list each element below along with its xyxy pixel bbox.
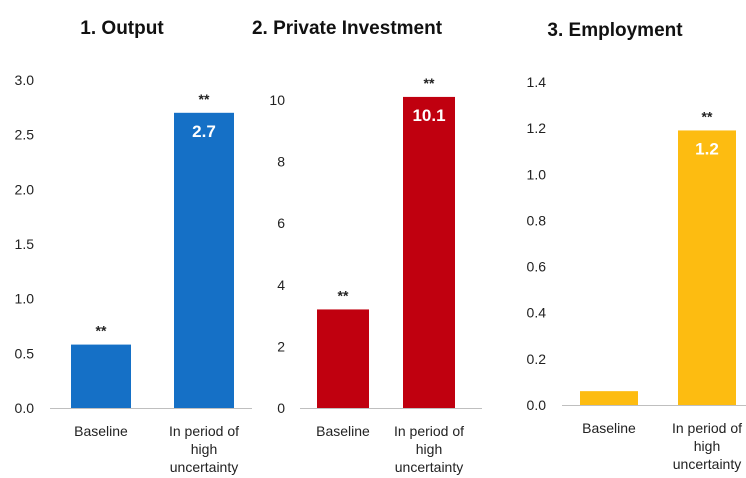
chart-1-bar <box>174 112 234 409</box>
chart-1-y-tick-label: 1.0 <box>15 291 35 307</box>
chart-1-significance-label: ** <box>96 323 107 339</box>
chart-1-y-tick-label: 3.0 <box>15 72 35 88</box>
chart-2-value-label: 10.1 <box>412 106 445 125</box>
chart-3-category-label: In period of high uncertainty <box>672 420 742 472</box>
chart-1-category-label: In period of high uncertainty <box>169 423 239 475</box>
chart-3-y-tick-label: 0.0 <box>527 397 547 413</box>
chart-1-y-tick-label: 2.5 <box>15 127 35 143</box>
chart-2-bar <box>317 309 369 408</box>
chart-3-y-tick-label: 0.6 <box>527 259 547 275</box>
chart-3-y-tick-label: 0.4 <box>527 305 547 321</box>
chart-2-y-tick-label: 8 <box>277 154 285 170</box>
chart-1-y-tick-label: 2.0 <box>15 181 35 197</box>
chart-2-y-tick-label: 0 <box>277 400 285 416</box>
chart-2-y-tick-label: 6 <box>277 215 285 231</box>
chart-2-y-tick-label: 4 <box>277 277 285 293</box>
chart-3-y-tick-label: 1.0 <box>527 166 547 182</box>
chart-2-title: 2. Private Investment <box>252 18 443 39</box>
chart-3-y-tick-label: 0.2 <box>527 351 547 367</box>
chart-3-bar <box>678 130 736 405</box>
chart-1-y-tick-label: 0.5 <box>15 345 35 361</box>
chart-2-y-tick-label: 10 <box>269 92 285 108</box>
chart-1-title: 1. Output <box>80 18 164 39</box>
chart-3-significance-label: ** <box>702 108 713 124</box>
chart-1-y-tick-label: 1.5 <box>15 236 35 252</box>
chart-2-significance-label: ** <box>424 75 435 91</box>
chart-2-category-label: Baseline <box>316 423 370 439</box>
chart-2-bar <box>403 96 455 409</box>
chart-1-category-label: Baseline <box>74 423 128 439</box>
chart-3-y-tick-label: 0.8 <box>527 212 547 228</box>
chart-2-category-label: In period of high uncertainty <box>394 423 464 475</box>
chart-1-bar <box>71 344 131 408</box>
chart-3-category-label: Baseline <box>582 420 636 436</box>
chart-2-significance-label: ** <box>338 287 349 303</box>
chart-3-y-tick-label: 1.2 <box>527 120 547 136</box>
chart-3-title: 3. Employment <box>547 20 683 41</box>
chart-3-bar <box>580 391 638 405</box>
chart-3-y-tick-label: 1.4 <box>527 74 547 90</box>
chart-2-y-tick-label: 2 <box>277 338 285 354</box>
chart-1-value-label: 2.7 <box>192 122 216 141</box>
chart-1-significance-label: ** <box>199 91 210 107</box>
chart-1-y-tick-label: 0.0 <box>15 400 35 416</box>
chart-3-value-label: 1.2 <box>695 139 719 158</box>
